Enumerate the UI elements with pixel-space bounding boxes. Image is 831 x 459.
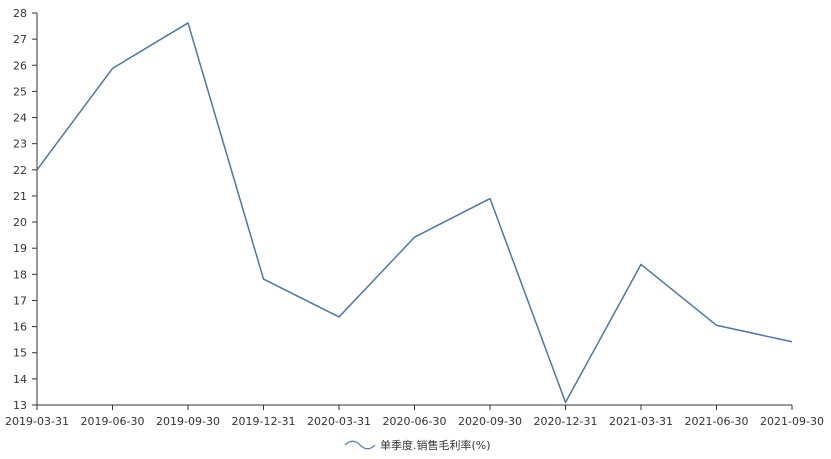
x-axis: 2019-03-31 2019-06-30 2019-09-30 2019-12-31… <box>5 404 824 428</box>
y-tick-label: 18 <box>13 268 27 281</box>
y-tick-label: 23 <box>13 138 27 151</box>
legend-line-icon <box>344 440 376 450</box>
y-tick-label: 15 <box>13 347 27 360</box>
x-tick-label: 2020-12-31 <box>534 415 598 428</box>
data-point[interactable] <box>488 197 492 201</box>
data-point[interactable] <box>186 21 190 25</box>
data-point[interactable] <box>715 323 719 327</box>
x-tick-label: 2019-09-30 <box>156 415 220 428</box>
y-tick-label: 19 <box>13 242 27 255</box>
x-tick-label: 2019-03-31 <box>5 415 69 428</box>
legend[interactable]: 单季度.销售毛利率(%) <box>344 438 491 452</box>
data-point[interactable] <box>111 66 115 70</box>
data-point[interactable] <box>35 168 39 172</box>
x-tick-label: 2020-03-31 <box>307 415 371 428</box>
x-tick-label: 2019-06-30 <box>81 415 145 428</box>
y-tick-label: 21 <box>13 190 27 203</box>
x-tick-label: 2019-12-31 <box>232 415 296 428</box>
series-line <box>36 22 793 404</box>
y-tick-label: 16 <box>13 321 27 334</box>
y-tick-label: 20 <box>13 216 27 229</box>
x-tick-label: 2020-09-30 <box>458 415 522 428</box>
x-tick-label: 2020-06-30 <box>383 415 447 428</box>
data-point[interactable] <box>790 340 794 344</box>
y-tick-label: 14 <box>13 373 27 386</box>
data-point[interactable] <box>564 400 568 404</box>
y-tick-label: 28 <box>13 7 27 20</box>
data-point[interactable] <box>262 277 266 281</box>
data-point[interactable] <box>337 315 341 319</box>
x-tick-label: 2021-03-31 <box>609 415 673 428</box>
y-tick-label: 17 <box>13 294 27 307</box>
y-tick-label: 27 <box>13 33 27 46</box>
data-point[interactable] <box>639 262 643 266</box>
y-tick-label: 22 <box>13 164 27 177</box>
y-tick-label: 13 <box>13 399 27 412</box>
x-tick-label: 2021-09-30 <box>760 415 824 428</box>
data-point[interactable] <box>413 235 417 239</box>
series-layer <box>35 21 794 404</box>
y-tick-label: 25 <box>13 85 27 98</box>
y-axis: 13 14 15 16 17 18 19 20 21 22 23 24 25 26 27 28 <box>13 7 38 412</box>
y-tick-label: 24 <box>13 112 27 125</box>
legend-label: 单季度.销售毛利率(%) <box>380 438 491 452</box>
y-tick-label: 26 <box>13 59 27 72</box>
x-tick-label: 2021-06-30 <box>685 415 749 428</box>
